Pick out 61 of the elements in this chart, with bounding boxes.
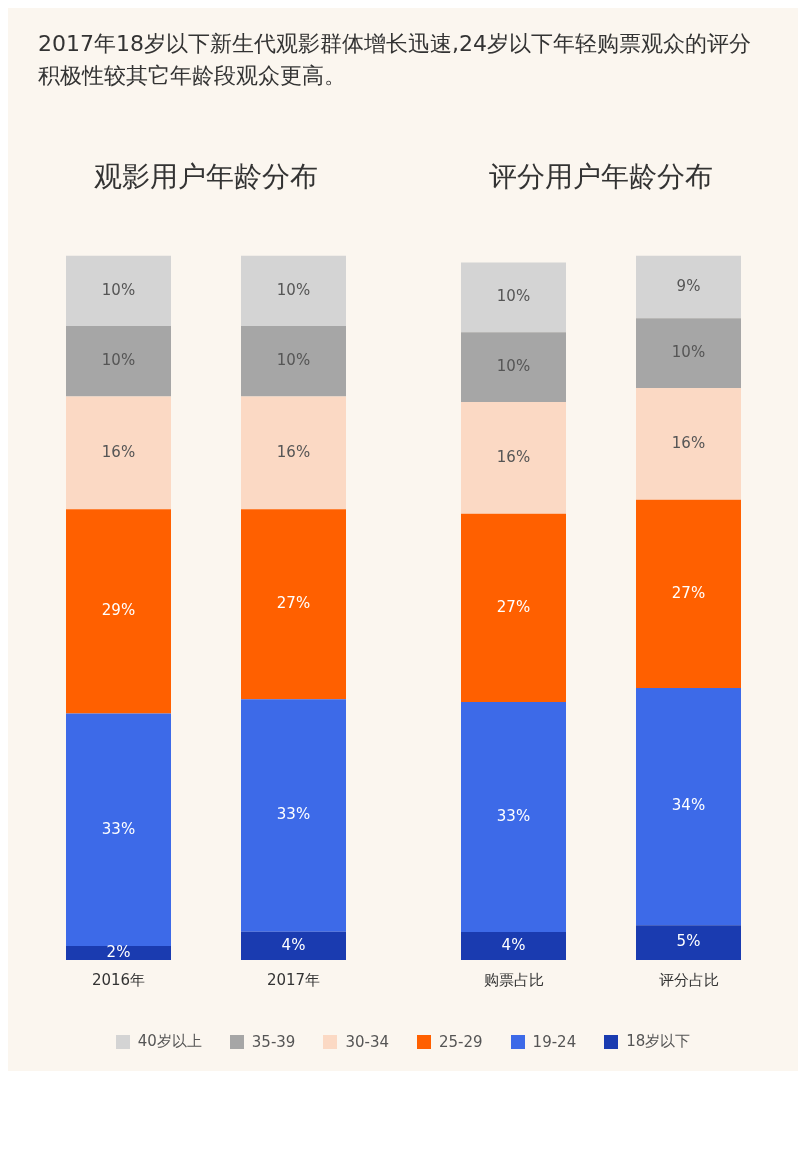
chart-title: 评分用户年龄分布 bbox=[488, 160, 713, 194]
data-label: 9% bbox=[676, 276, 700, 295]
data-label: 4% bbox=[501, 935, 525, 954]
bar bbox=[460, 262, 566, 333]
bar bbox=[240, 255, 346, 327]
data-label: 16% bbox=[101, 442, 135, 461]
data-label: 27% bbox=[276, 594, 310, 613]
bar bbox=[65, 396, 171, 510]
legend-label: 25-29 bbox=[439, 1032, 483, 1051]
data-label: 10% bbox=[101, 280, 135, 299]
data-label: 33% bbox=[101, 819, 135, 838]
data-label: 34% bbox=[671, 796, 705, 815]
data-label: 16% bbox=[671, 433, 705, 452]
data-label: 27% bbox=[496, 597, 530, 616]
x-tick-label: 购票占比 bbox=[483, 970, 543, 989]
bar bbox=[240, 396, 346, 510]
data-label: 10% bbox=[496, 287, 530, 306]
chart-title: 2017年18岁以下新生代观影群体增长迅速,24岁以下年轻购票观众的评分积极性较其它年龄段观众更高。 bbox=[37, 30, 752, 90]
x-tick-label: 2016年 bbox=[91, 970, 145, 989]
data-label: 10% bbox=[276, 351, 310, 370]
bar bbox=[635, 318, 741, 389]
data-label: 2% bbox=[106, 942, 130, 961]
bar bbox=[635, 255, 741, 319]
bar bbox=[240, 509, 346, 700]
data-label: 33% bbox=[276, 805, 310, 824]
legend-label: 30-34 bbox=[345, 1032, 389, 1051]
data-label: 10% bbox=[671, 343, 705, 362]
bar bbox=[635, 388, 741, 500]
data-label: 29% bbox=[101, 601, 135, 620]
bar bbox=[460, 932, 566, 960]
bar bbox=[460, 513, 566, 702]
bar bbox=[635, 688, 741, 926]
bar bbox=[240, 699, 346, 932]
chart-subtitle: 观影用户年龄分布 bbox=[93, 160, 318, 194]
data-label: 16% bbox=[496, 447, 530, 466]
legend-label: 19-24 bbox=[532, 1032, 577, 1051]
legend-label: 18岁以下 bbox=[626, 1032, 691, 1051]
data-label: 33% bbox=[496, 806, 530, 825]
x-tick-label: 2017年 bbox=[266, 970, 320, 989]
legend-label: 35-39 bbox=[251, 1032, 296, 1051]
bar bbox=[65, 509, 171, 714]
bar bbox=[240, 326, 346, 397]
x-tick-label: 评分占比 bbox=[658, 970, 718, 989]
data-label: 5% bbox=[676, 932, 700, 951]
bar bbox=[460, 402, 566, 514]
bar bbox=[635, 499, 741, 688]
bar bbox=[65, 326, 171, 397]
bar bbox=[240, 931, 346, 960]
data-label: 10% bbox=[101, 351, 135, 370]
data-label: 10% bbox=[276, 280, 310, 299]
data-label: 16% bbox=[276, 442, 310, 461]
legend-label: 40岁以上 bbox=[137, 1032, 202, 1051]
data-label: 4% bbox=[281, 935, 305, 954]
bar bbox=[65, 713, 171, 946]
bar bbox=[635, 925, 741, 960]
bar bbox=[460, 701, 566, 933]
bar bbox=[65, 255, 171, 327]
bar bbox=[65, 945, 171, 960]
bar bbox=[460, 332, 566, 403]
data-label: 10% bbox=[496, 357, 530, 376]
data-label: 27% bbox=[671, 583, 705, 602]
